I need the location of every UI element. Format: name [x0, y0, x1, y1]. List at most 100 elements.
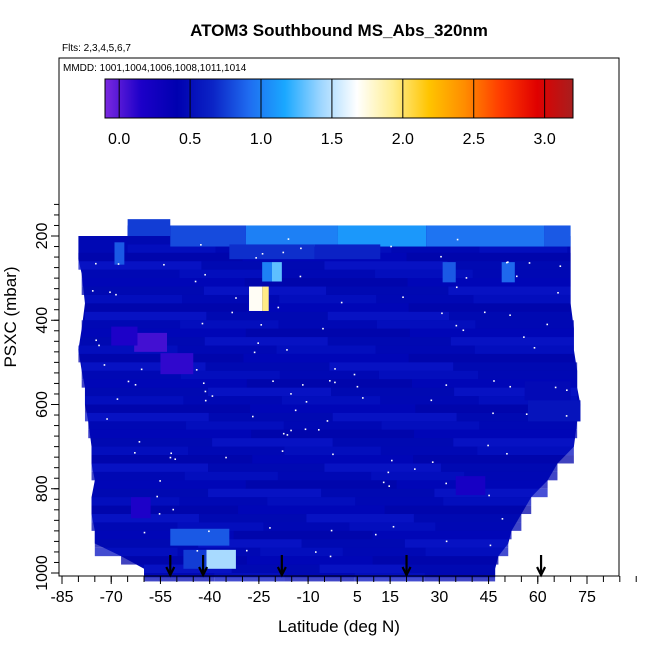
heatmap-band [208, 387, 332, 397]
heatmap-band [182, 294, 280, 304]
heatmap-band [252, 455, 414, 464]
heatmap-band [88, 421, 187, 430]
speckle-dot [204, 399, 207, 402]
speckle-dot [492, 412, 494, 415]
heatmap-cell [130, 497, 151, 519]
heatmap-cell [272, 262, 282, 282]
heatmap-cell [127, 219, 171, 236]
y-tick-label: 400 [34, 307, 51, 334]
heatmap-band [327, 337, 451, 346]
heatmap-cell [314, 244, 381, 260]
heatmap-band [251, 429, 415, 439]
heatmap-band [414, 429, 578, 439]
heatmap-band [91, 522, 178, 531]
heatmap-band [94, 539, 199, 548]
heatmap-band [245, 480, 397, 489]
colorbar-tick-label: 0.5 [179, 131, 201, 148]
colorbar-tick-label: 2.0 [392, 131, 414, 148]
speckle-dot [391, 459, 393, 462]
heatmap-cell [527, 400, 581, 422]
speckle-dot [257, 342, 260, 344]
heatmap-band [94, 547, 178, 557]
heatmap-band [278, 320, 377, 329]
speckle-dot [261, 252, 264, 255]
heatmap-band [81, 320, 181, 329]
speckle-dot [211, 395, 214, 397]
x-tick-label: -25 [247, 589, 270, 606]
speckle-dot [305, 401, 308, 403]
heatmap-cell [170, 528, 230, 546]
heatmap-band [327, 311, 450, 321]
heatmap-band [91, 438, 213, 447]
speckle-dot [290, 393, 292, 395]
speckle-dot [286, 434, 289, 436]
x-axis-label: Latitude (deg N) [278, 617, 400, 636]
heatmap-band [206, 311, 328, 321]
speckle-dot [225, 456, 227, 459]
heatmap-cell [229, 244, 315, 260]
heatmap-band [277, 269, 376, 279]
heatmap-band [326, 286, 449, 295]
speckle-dot [489, 544, 492, 547]
heatmap-band [404, 539, 509, 548]
speckle-dot [163, 263, 165, 266]
heatmap-band [91, 455, 253, 464]
heatmap-band [321, 488, 435, 498]
heatmap-band [244, 278, 408, 287]
speckle-dot [554, 386, 557, 389]
speckle-dot [565, 415, 568, 417]
speckle-dot [91, 290, 94, 292]
speckle-dot [445, 384, 448, 386]
heatmap-band [375, 269, 473, 279]
heatmap-band [355, 497, 444, 506]
speckle-dot [455, 286, 458, 289]
speckle-dot [127, 380, 130, 383]
heatmap-band [94, 480, 246, 489]
speckle-dot [277, 306, 280, 309]
heatmap-band [407, 278, 571, 287]
speckle-dot [533, 346, 536, 349]
heatmap-band [279, 370, 379, 380]
speckle-dot [245, 549, 248, 552]
speckle-dot [509, 385, 512, 388]
heatmap-band [376, 294, 474, 304]
heatmap-band [84, 294, 183, 304]
heatmap-cell [442, 262, 456, 283]
speckle-dot [445, 540, 448, 543]
heatmap-band [263, 522, 350, 531]
speckle-dot [507, 261, 509, 263]
speckle-dot [430, 399, 433, 402]
heatmap-band [238, 505, 385, 515]
x-tick-label: 5 [353, 589, 362, 606]
speckle-dot [281, 450, 284, 452]
colorbar-tick-label: 0.0 [108, 131, 130, 148]
heatmap-band [284, 573, 355, 582]
speckle-dot [326, 420, 329, 422]
colorbar: 0.0 0.5 1.0 1.5 2.0 2.5 3.0 [104, 78, 574, 148]
heatmap-band [81, 328, 246, 338]
x-tick-label: 30 [430, 589, 448, 606]
speckle-dot [117, 263, 120, 265]
heatmap-band [81, 286, 204, 295]
speckle-dot [523, 336, 525, 338]
heatmap-cell [524, 381, 571, 401]
speckle-dot [235, 297, 237, 299]
overflight-arrow-head [536, 566, 547, 578]
speckle-dot [301, 384, 304, 386]
y-tick-label: 800 [34, 475, 51, 502]
heatmap-band [479, 244, 568, 253]
speckle-dot [290, 429, 292, 432]
heatmap-band [81, 362, 206, 371]
heatmap-cell [245, 225, 338, 247]
heatmap-cell [114, 242, 125, 265]
heatmap-band [424, 573, 496, 582]
heatmap-cell [262, 262, 272, 282]
heatmap-band [371, 471, 465, 481]
speckle-dot [194, 280, 197, 283]
x-tick-label: -55 [149, 589, 172, 606]
speckle-dot [304, 428, 307, 431]
heatmap-band [474, 345, 574, 354]
heatmap-band [180, 320, 279, 329]
speckle-dot [204, 273, 206, 276]
heatmap-band [84, 387, 209, 397]
